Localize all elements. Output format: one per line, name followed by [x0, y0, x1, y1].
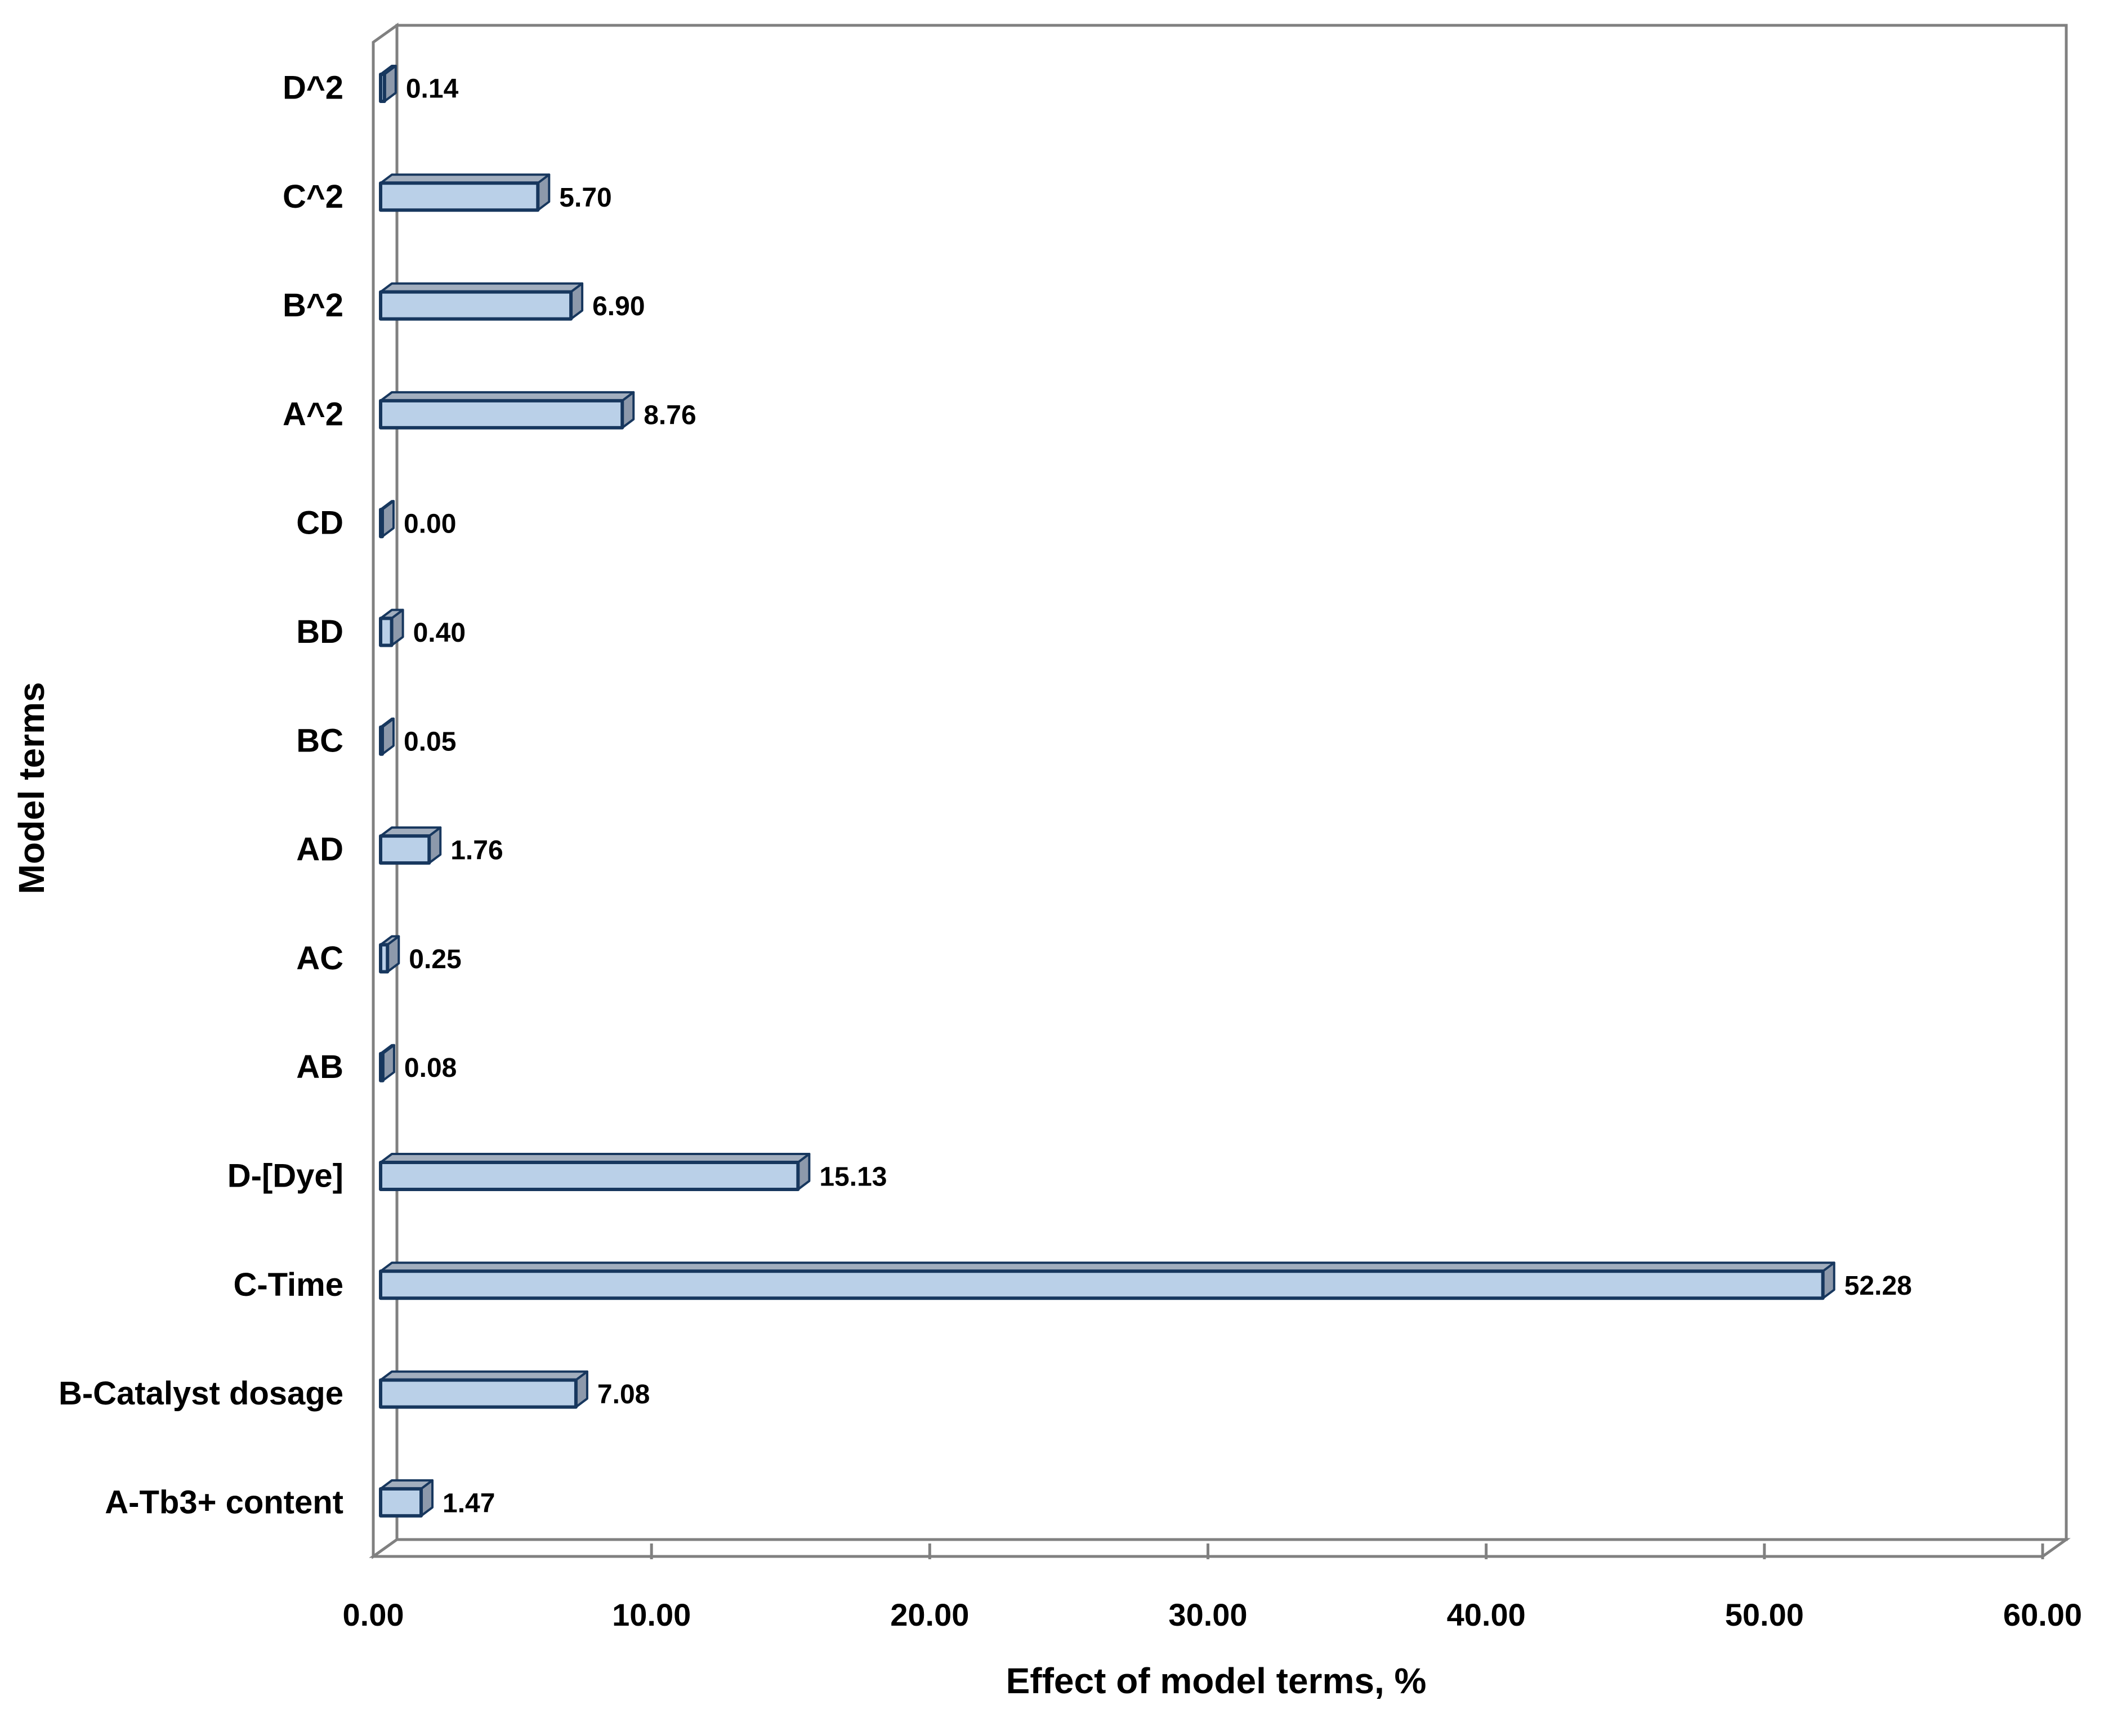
- bar-D-[Dye]: [379, 1161, 800, 1191]
- plot-back-wall: [395, 24, 2068, 1541]
- bar-B-Catalyst dosage: [379, 1378, 578, 1409]
- plot-floor: [369, 1538, 2071, 1558]
- x-tick-label: 0.00: [343, 1597, 404, 1632]
- category-label: CD: [296, 505, 343, 542]
- bar-value-label: 52.28: [1844, 1271, 1912, 1301]
- plot-area: 0.00 10.00 20.00 30.00 40.00 50.00 60.00 D^2 0.1…: [59, 23, 2082, 1632]
- bar-value-label: 1.76: [450, 836, 503, 866]
- x-axis-title: Effect of model terms, %: [1006, 1661, 1427, 1701]
- category-label: A^2: [283, 396, 343, 432]
- bar-value-label: 5.70: [559, 183, 611, 213]
- category-label: BD: [296, 614, 343, 650]
- bar-value-label: 0.08: [404, 1053, 457, 1083]
- x-tick-label: 60.00: [2003, 1597, 2082, 1632]
- category-label: C-Time: [233, 1267, 343, 1303]
- x-tick-label: 40.00: [1447, 1597, 1526, 1632]
- bar-D^2: [379, 73, 386, 103]
- bar-value-label: 1.47: [443, 1488, 495, 1518]
- bar-AD: [379, 834, 431, 865]
- bar-value-label: 0.05: [404, 727, 456, 757]
- bar-value-label: 7.08: [597, 1380, 650, 1410]
- bar-value-label: 6.90: [592, 292, 645, 321]
- category-label: A-Tb3+ content: [105, 1484, 343, 1520]
- bar-value-label: 15.13: [819, 1162, 887, 1192]
- category-label: AB: [296, 1049, 343, 1085]
- bar-A^2: [379, 399, 624, 429]
- plot-left-wall: [372, 23, 399, 1559]
- bar-C^2: [379, 181, 540, 212]
- category-label: B^2: [283, 287, 343, 324]
- category-label: D-[Dye]: [227, 1158, 343, 1194]
- category-label: C^2: [283, 178, 343, 215]
- bar-AC: [379, 943, 390, 974]
- bar-C-Time: [379, 1269, 1825, 1300]
- x-tick-label: 30.00: [1168, 1597, 1247, 1632]
- category-label: BC: [296, 722, 343, 759]
- x-tick-label: 50.00: [1725, 1597, 1804, 1632]
- bar-CD: [379, 508, 384, 539]
- bar-A-Tb3+ content: [379, 1487, 423, 1518]
- bar-BD: [379, 616, 394, 647]
- bar-BC: [379, 725, 384, 756]
- category-label: AC: [296, 940, 343, 977]
- x-tick-label: 20.00: [890, 1597, 969, 1632]
- bar-value-label: 0.40: [413, 618, 466, 648]
- bar-value-label: 0.25: [409, 945, 461, 974]
- y-axis-title: Model terms: [11, 682, 52, 894]
- category-label: AD: [296, 831, 343, 868]
- bar-value-label: 8.76: [644, 400, 696, 430]
- category-label: B-Catalyst dosage: [59, 1375, 343, 1412]
- bar-B^2: [379, 290, 573, 321]
- bar-value-label: 0.00: [404, 509, 456, 539]
- bar-value-label: 0.14: [406, 74, 459, 104]
- bar-AB: [379, 1052, 385, 1082]
- category-label: D^2: [283, 70, 343, 106]
- x-tick-label: 10.00: [612, 1597, 691, 1632]
